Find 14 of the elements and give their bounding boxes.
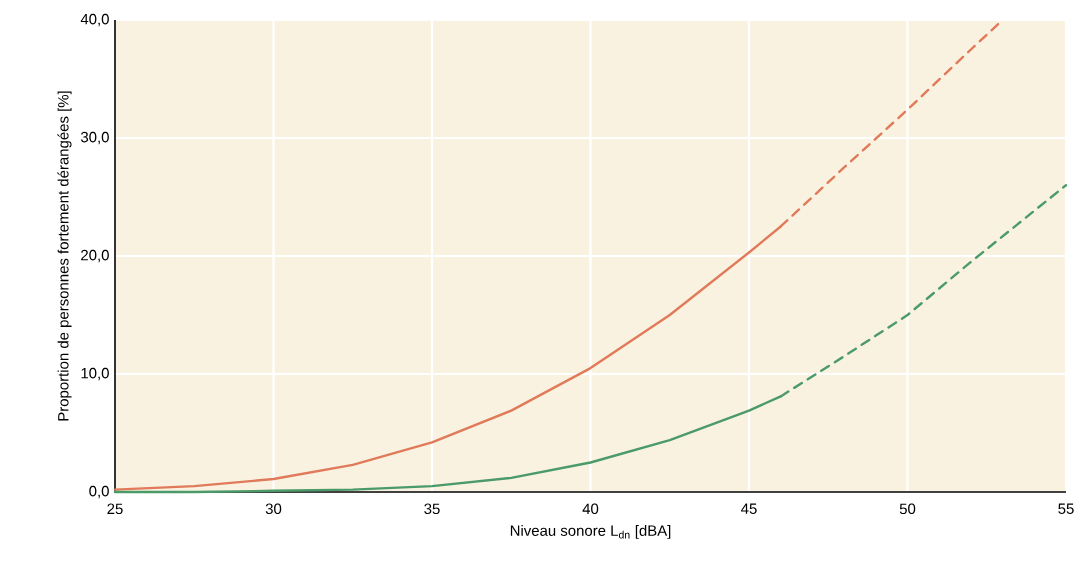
y-tick-label: 10,0 <box>81 367 109 381</box>
x-tick-label: 25 <box>107 503 123 515</box>
y-axis-title: Proportion de personnes fortement dérangées [%] <box>57 91 72 421</box>
y-tick-label: 40,0 <box>80 13 109 27</box>
x-tick-label: 40 <box>582 503 599 515</box>
y-tick-label: 30,0 <box>80 131 109 145</box>
x-tick-label: 30 <box>265 503 282 515</box>
x-tick-label: 55 <box>1058 503 1074 514</box>
x-axis-title: Niveau sonore L$_{dn}$ [dBA] <box>510 524 671 539</box>
x-tick-label: 35 <box>424 503 440 515</box>
y-tick-label: 20,0 <box>81 249 109 263</box>
y-tick-label: 0,0 <box>89 485 109 499</box>
x-tick-label: 50 <box>899 503 916 515</box>
x-tick-label: 45 <box>741 503 757 514</box>
